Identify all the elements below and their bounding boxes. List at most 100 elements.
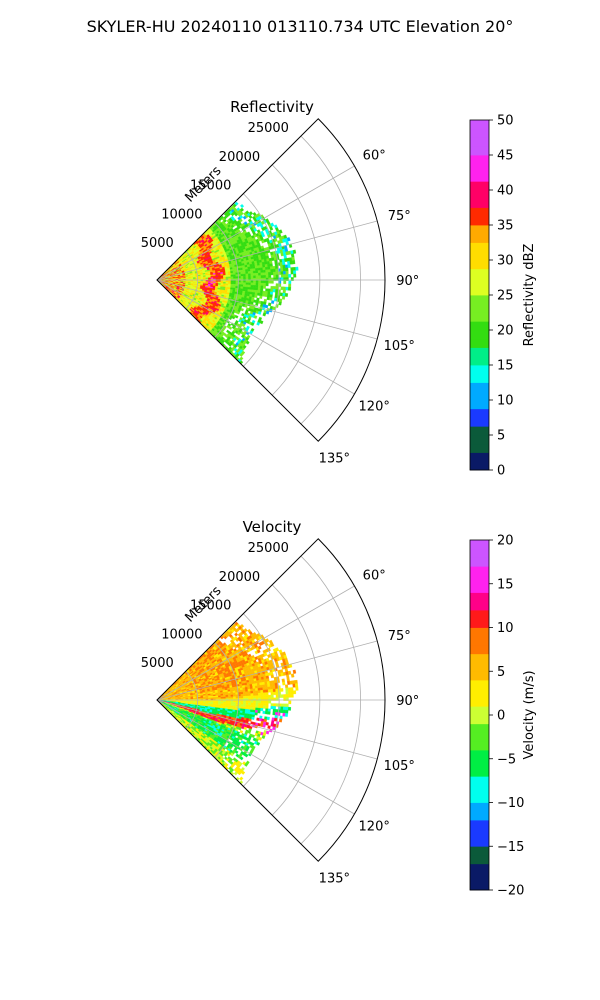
- data-cell: [260, 687, 264, 691]
- data-cell: [267, 689, 271, 693]
- data-cell: [240, 693, 244, 697]
- data-cell: [252, 270, 256, 274]
- data-cell: [295, 686, 299, 691]
- data-cell: [225, 696, 229, 699]
- data-cell: [228, 701, 231, 705]
- data-cell: [252, 268, 256, 272]
- colorbar-tick-label: 35: [497, 219, 514, 234]
- data-cell: [290, 673, 295, 678]
- data-cell: [218, 700, 221, 703]
- data-cell: [265, 310, 270, 315]
- data-cell: [272, 708, 276, 713]
- data-cell: [252, 705, 256, 708]
- data-cell: [267, 266, 271, 270]
- data-cell: [254, 710, 259, 714]
- data-cell: [285, 274, 289, 278]
- data-cell: [255, 705, 259, 709]
- data-cell: [230, 702, 234, 705]
- data-cell: [280, 274, 284, 278]
- data-cell: [250, 273, 254, 277]
- data-cell: [273, 271, 277, 276]
- colorbar-tick-label: 20: [497, 324, 514, 339]
- data-cell: [242, 704, 246, 708]
- data-cell: [240, 689, 244, 693]
- data-cell: [252, 285, 256, 288]
- data-cell: [258, 275, 262, 279]
- data-cell: [269, 297, 273, 301]
- data-cell: [262, 285, 266, 289]
- data-cell: [215, 281, 219, 284]
- data-cell: [260, 695, 264, 699]
- data-cell: [282, 709, 286, 714]
- data-cell: [260, 272, 264, 276]
- data-cell: [275, 268, 279, 273]
- data-cell: [281, 295, 286, 300]
- data-cell: [248, 282, 252, 286]
- data-cell: [228, 280, 232, 283]
- data-cell: [270, 266, 274, 270]
- data-cell: [282, 706, 287, 711]
- data-cell: [245, 269, 249, 272]
- data-cell: [272, 706, 276, 710]
- data-cell: [240, 696, 244, 699]
- azimuth-tick-label: 60°: [363, 149, 386, 164]
- data-cell: [264, 304, 269, 309]
- data-cell: [272, 288, 276, 293]
- data-cell: [198, 277, 201, 280]
- data-cell: [254, 712, 258, 716]
- data-cell: [255, 707, 259, 711]
- data-cell: [283, 694, 287, 698]
- data-cell: [255, 690, 259, 694]
- data-cell: [275, 691, 279, 695]
- data-cell: [225, 280, 229, 283]
- data-cell: [250, 695, 254, 699]
- data-cell: [285, 694, 289, 698]
- data-cell: [257, 270, 261, 274]
- data-cell: [248, 702, 252, 706]
- azimuth-tick-label: 105°: [384, 339, 415, 354]
- data-cell: [285, 264, 289, 269]
- data-cell: [257, 707, 261, 711]
- data-cell: [253, 280, 257, 284]
- data-cell: [287, 670, 292, 675]
- data-cell: [292, 267, 296, 271]
- data-cell: [230, 696, 234, 699]
- data-cell: [203, 697, 206, 700]
- colorbar-segment: [470, 391, 489, 401]
- data-cell: [217, 693, 221, 696]
- colorbar-tick-label: 25: [497, 289, 514, 304]
- data-cell: [255, 702, 259, 706]
- colorbar-segment: [470, 356, 489, 366]
- colorbar-segment: [470, 242, 489, 252]
- data-cell: [275, 283, 279, 287]
- data-cell: [252, 289, 256, 293]
- velocity-title: Velocity: [243, 518, 302, 536]
- data-cell: [240, 308, 244, 312]
- colorbar-tick-label: 40: [497, 184, 514, 199]
- data-cell: [242, 271, 246, 275]
- data-cell: [248, 275, 252, 279]
- data-cell: [217, 273, 221, 276]
- data-cell: [283, 703, 287, 708]
- data-cell: [223, 696, 226, 699]
- data-cell: [288, 274, 292, 278]
- colorbar-segment: [470, 233, 489, 243]
- data-cell: [257, 292, 261, 296]
- data-cell: [270, 689, 274, 693]
- data-cell: [278, 301, 282, 306]
- data-cell: [265, 689, 269, 693]
- data-cell: [272, 265, 276, 270]
- data-cell: [260, 705, 264, 709]
- colorbar-segment: [470, 128, 489, 138]
- data-cell: [265, 288, 269, 292]
- data-cell: [262, 264, 266, 268]
- data-cell: [274, 714, 278, 719]
- data-cell: [233, 276, 237, 279]
- data-cell: [220, 701, 224, 704]
- data-cell: [273, 274, 277, 278]
- data-cell: [242, 284, 246, 288]
- data-cell: [255, 302, 259, 306]
- data-cell: [267, 269, 271, 273]
- data-cell: [290, 693, 294, 698]
